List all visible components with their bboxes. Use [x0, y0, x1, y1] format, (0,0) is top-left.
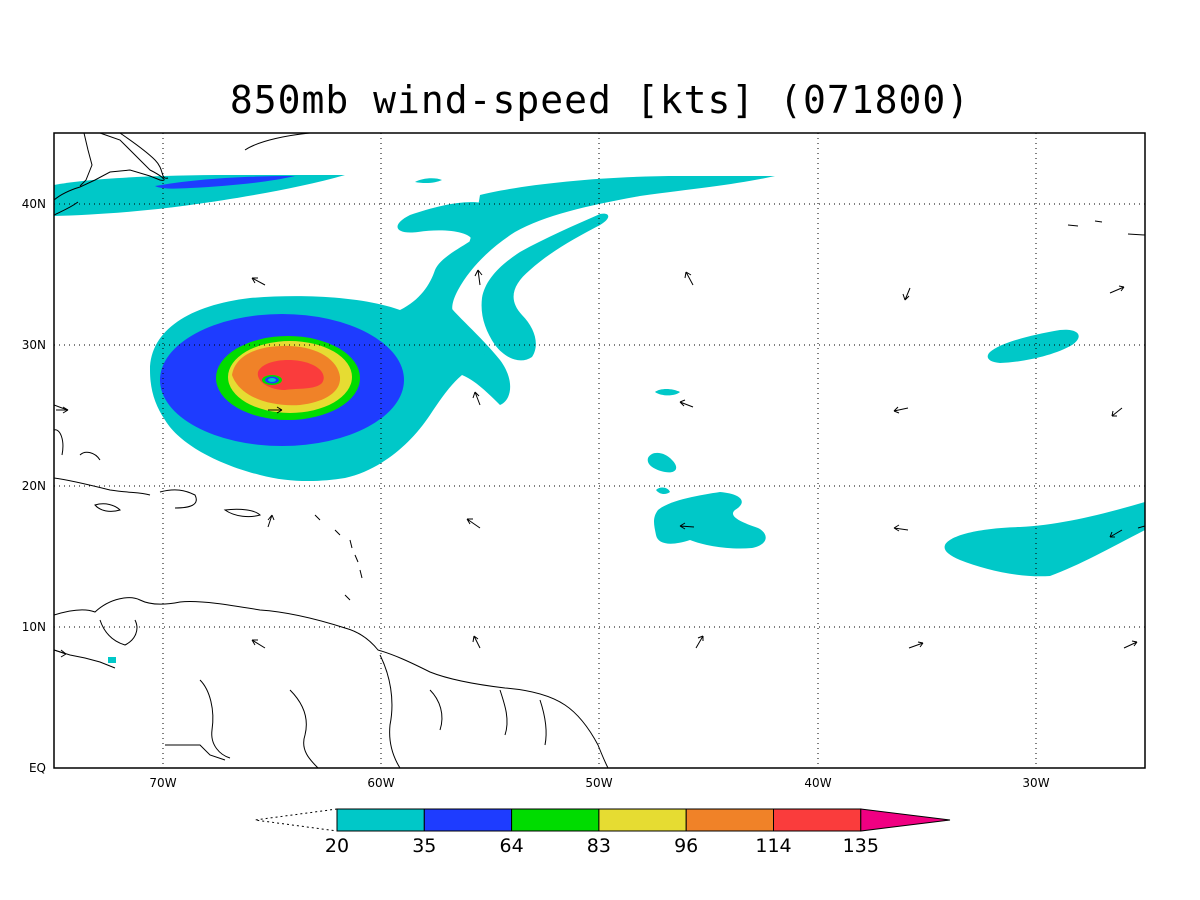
colorbar-swatch: [773, 808, 862, 832]
lon-axis-labels: 70W 60W 50W 40W 30W: [149, 776, 1049, 790]
lon-label-30w: 30W: [1022, 776, 1049, 790]
colorbar-over-triangle: [860, 808, 951, 832]
colorbar: 20 35 64 83 96 114 135: [254, 808, 951, 857]
plot-border: [53, 132, 1146, 769]
colorbar-label: 64: [500, 835, 524, 857]
colorbar-label: 83: [587, 835, 611, 857]
lat-axis-labels: EQ 10N 20N 30N 40N: [22, 197, 46, 775]
wind-contour-20-small-north: [415, 178, 442, 184]
lon-label-40w: 40W: [804, 776, 831, 790]
wind-contour-35-northeast-us: [155, 176, 295, 189]
wind-contour-20-mid-b: [647, 452, 677, 473]
colorbar-swatch: [685, 808, 775, 832]
wind-contour-20-finger: [481, 213, 609, 361]
wind-contour-20-mid-a: [655, 389, 680, 396]
wind-contour-20-small-sa: [108, 657, 116, 663]
colorbar-swatch: [336, 808, 425, 832]
colorbar-label: 135: [843, 835, 879, 857]
wind-contour-20-outflow: [443, 176, 775, 356]
lat-label-30n: 30N: [22, 338, 46, 352]
wind-contour-eye: [268, 378, 276, 382]
colorbar-label: 114: [755, 835, 791, 857]
colorbar-swatch: [598, 808, 687, 832]
grid-lines: [54, 133, 1145, 768]
lon-label-50w: 50W: [585, 776, 612, 790]
lat-label-10n: 10N: [22, 620, 46, 634]
lon-label-70w: 70W: [149, 776, 176, 790]
wind-contour-20-mid-c: [656, 487, 670, 495]
lat-label-eq: EQ: [29, 761, 46, 775]
colorbar-label: 20: [325, 835, 349, 857]
map-title: 850mb wind-speed [kts] (071800): [229, 78, 971, 122]
colorbar-label: 96: [674, 835, 698, 857]
wind-vectors: [54, 269, 1145, 658]
colorbar-swatch: [423, 808, 513, 832]
lat-label-20n: 20N: [22, 479, 46, 493]
colorbar-label: 35: [412, 835, 436, 857]
lat-label-40n: 40N: [22, 197, 46, 211]
lon-label-60w: 60W: [367, 776, 394, 790]
colorbar-under-triangle: [254, 808, 338, 832]
colorbar-swatch: [511, 808, 600, 832]
wind-contour-20-northeast-us: [54, 175, 345, 216]
wind-contour-20-east-15n: [944, 502, 1145, 577]
wind-contour-20-east-30n: [987, 329, 1079, 363]
wind-contour-20-mid-d: [654, 492, 766, 549]
